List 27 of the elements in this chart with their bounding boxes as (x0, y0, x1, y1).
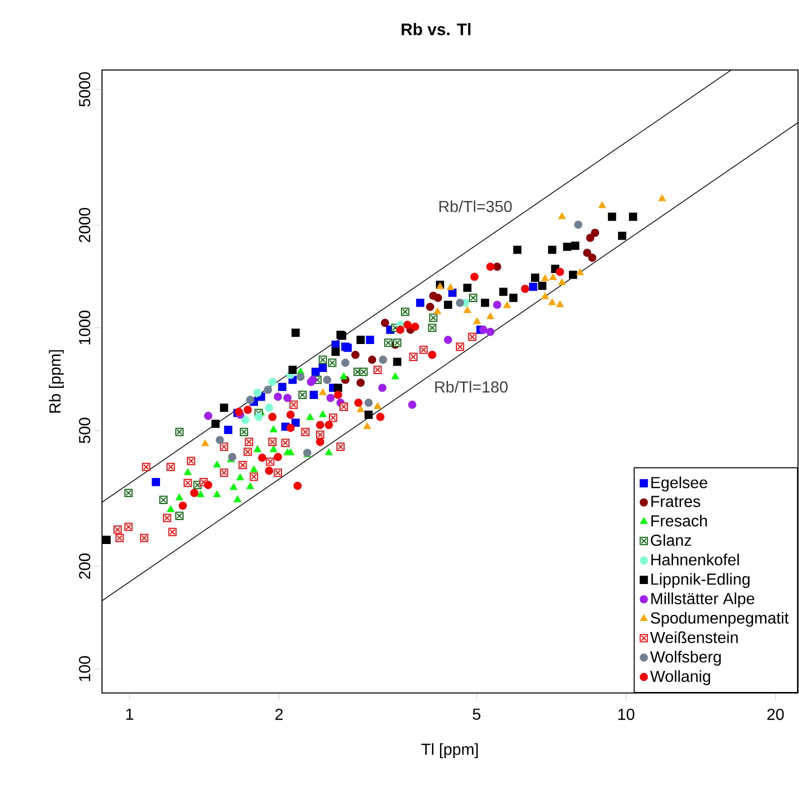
y-tick-label: 5000 (78, 72, 90, 107)
x-tick-label: 20 (767, 708, 784, 720)
legend-label: Hahnenkofel (651, 554, 739, 566)
legend-label: Fresach (651, 514, 707, 527)
y-tick-label: 2000 (78, 208, 90, 242)
x-tick-label: 2 (275, 708, 283, 720)
y-axis-title: Rb [ppm] (48, 350, 64, 413)
x-axis-title: Tl [ppm] (421, 743, 478, 758)
legend-label: Wolfsberg (650, 650, 721, 666)
y-tick-label: 100 (78, 656, 90, 682)
legend-label: Millstätter Alpe (651, 592, 754, 608)
x-tick-label: 10 (618, 708, 634, 720)
legend-label: Fratres (651, 496, 700, 508)
legend-label: Weißenstein (650, 631, 738, 644)
legend-label: Lippnik-Edling (651, 573, 750, 588)
series-label: Rb/Tl=350 (439, 200, 512, 212)
legend-label: Spodumenpegmatit (650, 612, 789, 627)
chart-title: Rb vs. Tl (402, 23, 470, 36)
x-tick-label: 1 (126, 708, 134, 720)
legend-label: Glanz (650, 534, 692, 546)
y-tick-label: 1000 (78, 310, 90, 344)
y-tick-label: 500 (78, 418, 90, 444)
legend-label: Wollanig (650, 670, 710, 686)
y-tick-label: 200 (78, 554, 90, 579)
legend-label: Egelsee (651, 476, 708, 492)
series-label: Rb/Tl=180 (435, 380, 508, 393)
x-tick-label: 5 (472, 708, 480, 720)
